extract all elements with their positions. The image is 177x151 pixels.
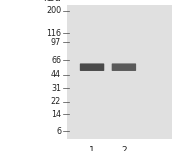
Text: 97: 97	[51, 38, 61, 47]
Text: 6: 6	[56, 127, 61, 136]
Text: 200: 200	[46, 6, 61, 15]
Text: 66: 66	[51, 56, 61, 65]
Text: 22: 22	[51, 97, 61, 106]
Text: kDa: kDa	[43, 0, 61, 3]
FancyBboxPatch shape	[112, 63, 136, 71]
Text: 14: 14	[51, 109, 61, 119]
Text: 44: 44	[51, 70, 61, 79]
Text: 2: 2	[121, 146, 127, 151]
Text: 1: 1	[89, 146, 95, 151]
FancyBboxPatch shape	[80, 63, 104, 71]
Bar	[67, 5, 172, 139]
Text: 116: 116	[46, 29, 61, 38]
Text: 31: 31	[51, 84, 61, 93]
